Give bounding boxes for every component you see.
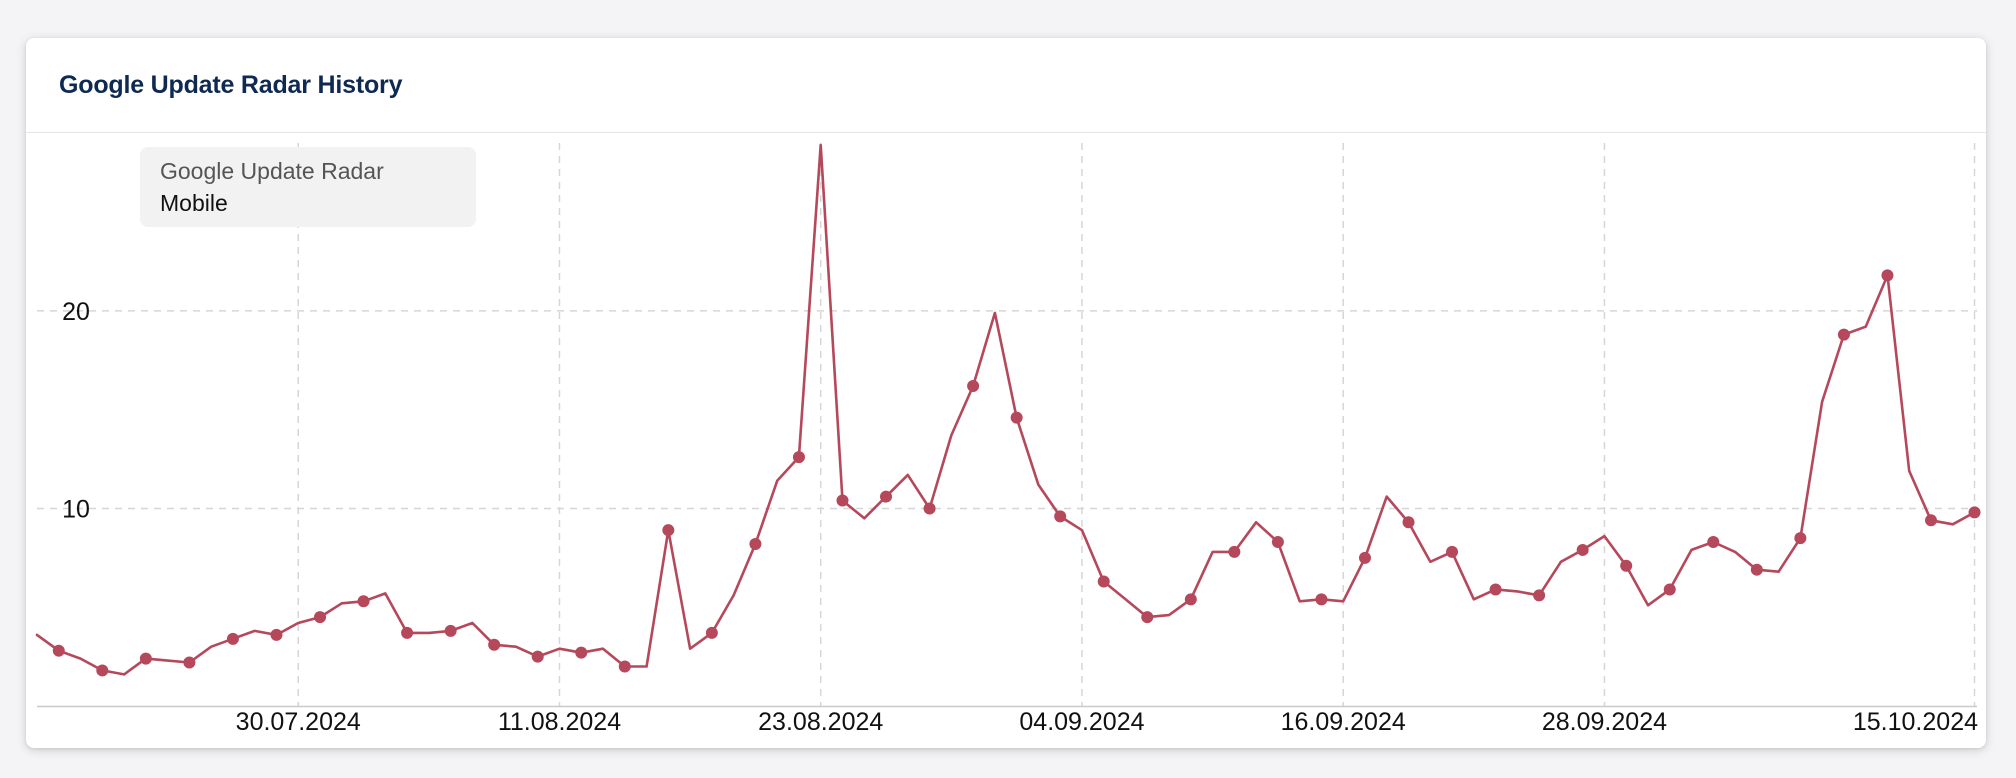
chart-legend: Google Update Radar Mobile [140,147,476,227]
data-point[interactable] [705,626,718,639]
data-point[interactable] [923,502,936,515]
data-point[interactable] [749,538,762,551]
data-point[interactable] [1141,611,1154,624]
data-point[interactable] [1315,593,1328,606]
x-tick-label: 16.09.2024 [1281,708,1406,736]
y-tick-label: 20 [62,298,90,326]
data-point[interactable] [575,646,588,659]
data-point[interactable] [1576,543,1589,556]
data-point[interactable] [1184,593,1197,606]
x-tick-label: 15.10.2024 [1853,708,1978,736]
data-point[interactable] [1358,551,1371,564]
data-point[interactable] [1794,532,1807,545]
card-title: Google Update Radar History [59,70,403,99]
data-point[interactable] [836,494,849,507]
data-point[interactable] [183,656,196,669]
data-point[interactable] [1750,563,1763,576]
data-point[interactable] [1881,269,1894,282]
data-point[interactable] [488,638,501,651]
data-point[interactable] [1533,589,1546,602]
data-point[interactable] [880,490,893,503]
data-point[interactable] [1228,545,1241,558]
legend-series-sub: Mobile [160,190,228,216]
x-tick-label: 23.08.2024 [758,708,883,736]
data-point[interactable] [270,628,283,641]
data-point[interactable] [1097,575,1110,588]
line-chart: 10 20 30.07.2024 11.08.2024 23.08.2024 04.09.… [35,143,1981,736]
data-point[interactable] [618,660,631,673]
data-point[interactable] [1707,536,1720,549]
data-point[interactable] [314,611,327,624]
data-point[interactable] [1489,583,1502,596]
data-point[interactable] [52,644,65,657]
data-point[interactable] [1968,506,1981,519]
tick-labels: 10 20 30.07.2024 11.08.2024 23.08.2024 04.09.… [62,298,1978,736]
x-tick-label: 30.07.2024 [236,708,361,736]
data-point[interactable] [531,650,544,663]
data-point[interactable] [444,624,457,637]
data-point[interactable] [1663,583,1676,596]
x-tick-label: 11.08.2024 [498,708,621,736]
y-tick-label: 10 [62,495,90,523]
data-point[interactable] [1010,411,1023,424]
data-point[interactable] [96,664,109,677]
data-point[interactable] [792,451,805,464]
card-header: Google Update Radar History [26,38,1986,133]
data-point[interactable] [1837,328,1850,341]
data-point[interactable] [357,595,370,608]
data-point[interactable] [1271,536,1284,549]
legend-series-name: Google Update Radar [160,158,384,184]
data-point[interactable] [401,626,414,639]
data-point[interactable] [1402,516,1415,529]
x-tick-label: 28.09.2024 [1542,708,1667,736]
data-point[interactable] [139,652,152,665]
data-point[interactable] [1924,514,1937,527]
series-radar-mobile [35,143,1981,677]
chart-card: Google Update Radar History 10 20 30.07.20… [26,38,1986,748]
data-point[interactable] [1054,510,1067,523]
data-point[interactable] [662,524,675,537]
data-point[interactable] [1620,559,1633,572]
data-point[interactable] [226,632,239,645]
x-tick-label: 04.09.2024 [1019,708,1144,736]
data-point[interactable] [967,379,980,392]
data-point[interactable] [1446,545,1459,558]
grid-lines [37,143,1977,706]
